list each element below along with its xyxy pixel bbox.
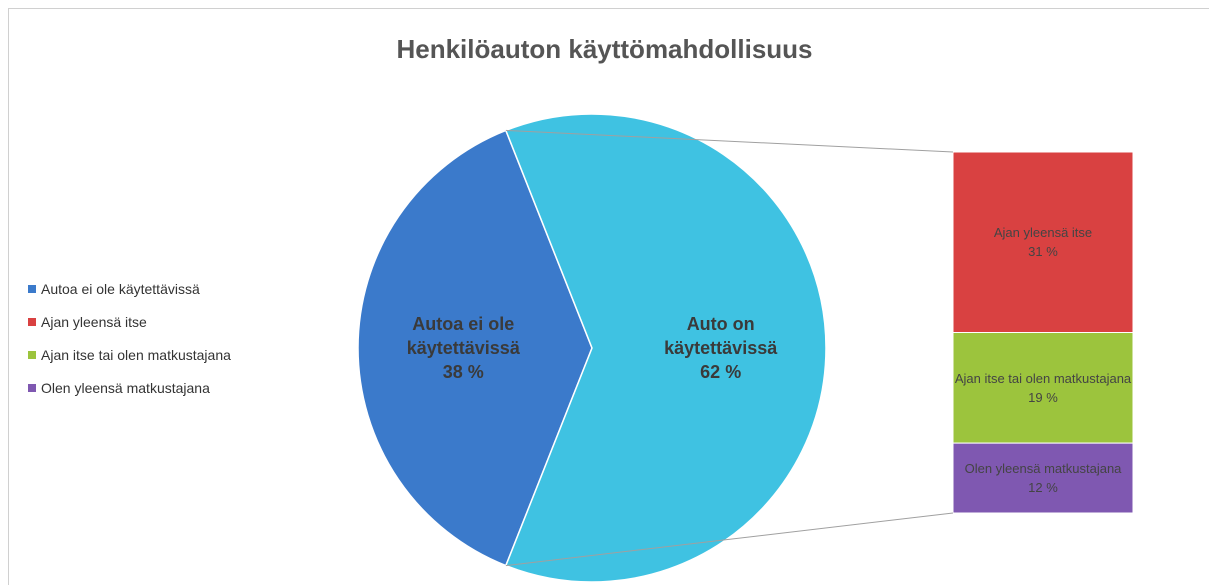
bar-segment	[952, 332, 1134, 444]
legend-swatch	[28, 383, 36, 392]
segment-name: Ajan yleensä itse	[993, 225, 1093, 241]
legend-swatch	[28, 317, 36, 326]
pie-slice	[357, 129, 593, 567]
slice-label: Auto on käytettävissä 62 %	[646, 312, 796, 384]
slice-name: Auto on käytettävissä	[664, 314, 778, 358]
legend-label: Olen yleensä matkustajana	[41, 379, 210, 396]
segment-label: Ajan itse tai olen matkustajana 19 %	[955, 369, 1131, 407]
legend: Autoa ei ole käytettävissä Ajan yleensä i…	[28, 272, 231, 404]
bar-segment	[952, 442, 1134, 514]
segment-name: Olen yleensä matkustajana	[964, 461, 1122, 477]
connector-line	[505, 129, 954, 153]
slice-label: Autoa ei ole käytettävissä 38 %	[388, 312, 538, 384]
chart-title: Henkilöauton käyttömahdollisuus	[396, 34, 813, 64]
legend-item: Ajan itse tai olen matkustajana	[28, 338, 231, 371]
legend-label: Ajan itse tai olen matkustajana	[41, 346, 231, 363]
segment-value: 31 %	[1028, 244, 1058, 260]
legend-item: Olen yleensä matkustajana	[28, 371, 231, 404]
segment-name: Ajan itse tai olen matkustajana	[954, 370, 1132, 386]
segment-label: Olen yleensä matkustajana 12 %	[965, 459, 1122, 497]
chart-frame	[8, 8, 1209, 585]
connector-line	[505, 512, 954, 567]
legend-label: Autoa ei ole käytettävissä	[41, 280, 200, 297]
slice-name: Autoa ei ole käytettävissä	[406, 314, 520, 358]
bar-segment	[952, 151, 1134, 333]
segment-value: 19 %	[1028, 389, 1058, 405]
legend-item: Autoa ei ole käytettävissä	[28, 272, 231, 305]
segment-label: Ajan yleensä itse 31 %	[994, 223, 1092, 261]
legend-item: Ajan yleensä itse	[28, 305, 231, 338]
legend-swatch	[28, 350, 36, 359]
pie-slice	[504, 113, 827, 583]
legend-label: Ajan yleensä itse	[41, 313, 147, 330]
slice-value: 38 %	[442, 362, 484, 382]
segment-value: 12 %	[1028, 480, 1058, 496]
legend-swatch	[28, 284, 36, 293]
slice-value: 62 %	[700, 362, 742, 382]
